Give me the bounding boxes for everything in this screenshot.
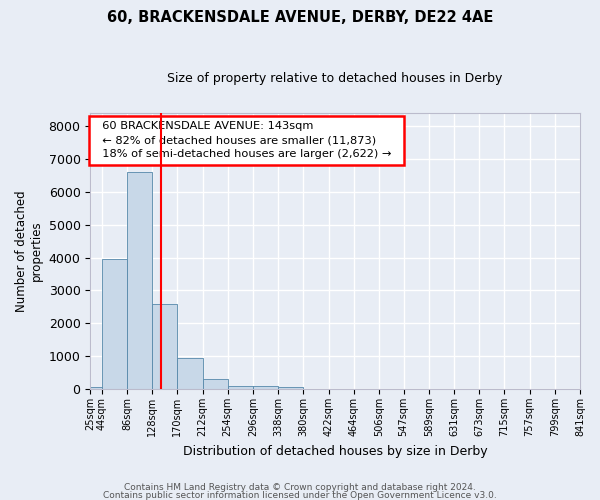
Bar <box>177 358 203 389</box>
X-axis label: Distribution of detached houses by size in Derby: Distribution of detached houses by size … <box>183 444 487 458</box>
Bar <box>278 387 304 389</box>
Bar <box>101 260 127 389</box>
Bar <box>203 379 228 389</box>
Bar <box>127 172 152 389</box>
Text: 60 BRACKENSDALE AVENUE: 143sqm  
  ← 82% of detached houses are smaller (11,873): 60 BRACKENSDALE AVENUE: 143sqm ← 82% of … <box>95 122 399 160</box>
Bar <box>152 304 177 389</box>
Bar <box>228 386 253 389</box>
Text: 60, BRACKENSDALE AVENUE, DERBY, DE22 4AE: 60, BRACKENSDALE AVENUE, DERBY, DE22 4AE <box>107 10 493 25</box>
Y-axis label: Number of detached
properties: Number of detached properties <box>15 190 43 312</box>
Bar <box>253 386 278 389</box>
Title: Size of property relative to detached houses in Derby: Size of property relative to detached ho… <box>167 72 503 86</box>
Text: Contains public sector information licensed under the Open Government Licence v3: Contains public sector information licen… <box>103 490 497 500</box>
Bar <box>90 386 101 389</box>
Text: Contains HM Land Registry data © Crown copyright and database right 2024.: Contains HM Land Registry data © Crown c… <box>124 484 476 492</box>
